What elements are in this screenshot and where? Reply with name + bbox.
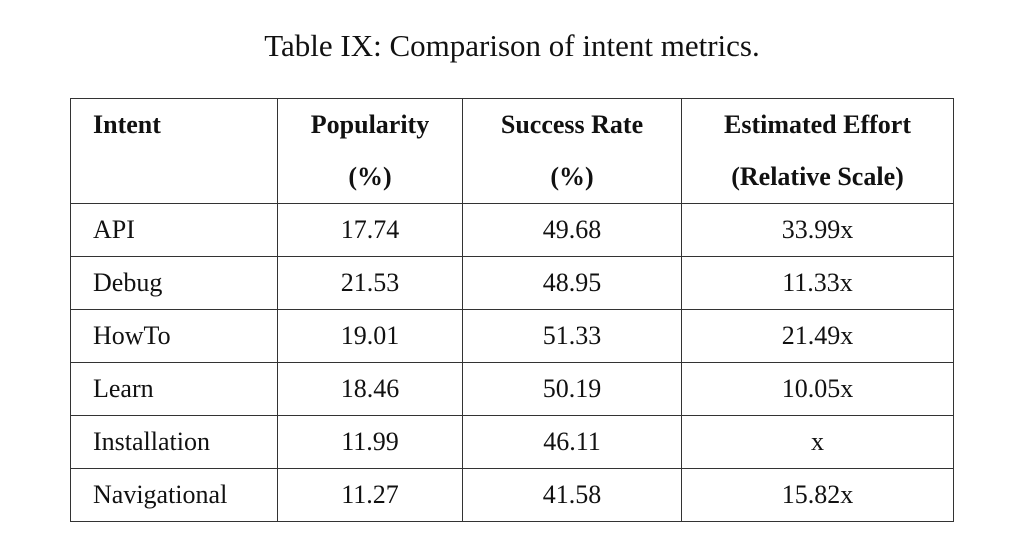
table-cell: 18.46 — [277, 362, 463, 416]
table-cell: 11.33x — [681, 256, 954, 310]
table-caption: Table IX: Comparison of intent metrics. — [264, 28, 760, 63]
table-row: Navigational 11.27 41.58 15.82x — [70, 468, 954, 522]
table-cell: Installation — [70, 415, 278, 469]
table-row: Debug 21.53 48.95 11.33x — [70, 256, 954, 310]
table-cell: 50.19 — [462, 362, 682, 416]
table-cell: x — [681, 415, 954, 469]
table-cell: 51.33 — [462, 309, 682, 363]
table-cell: 19.01 — [277, 309, 463, 363]
header-text: Success Rate — [500, 110, 644, 139]
table-body: API 17.74 49.68 33.99x Debug 21.53 48.95 11.33x… — [70, 203, 954, 522]
table-cell: 48.95 — [462, 256, 682, 310]
table-cell: Debug — [70, 256, 278, 310]
table: Intent Popularity (%) Success Rate (%) Estima… — [70, 98, 954, 522]
header-text: (%) — [550, 162, 594, 191]
table-cell: 11.27 — [277, 468, 463, 522]
table-row: API 17.74 49.68 33.99x — [70, 203, 954, 257]
table-cell: 17.74 — [277, 203, 463, 257]
table-cell: 15.82x — [681, 468, 954, 522]
table-cell: 21.49x — [681, 309, 954, 363]
table-cell: 41.58 — [462, 468, 682, 522]
table-cell: 11.99 — [277, 415, 463, 469]
header-cell: Estimated Effort (Relative Scale) — [681, 98, 954, 204]
header-cell: Success Rate (%) — [462, 98, 682, 204]
header-text: Popularity — [310, 110, 430, 139]
header-text: (Relative Scale) — [731, 162, 904, 191]
table-row: Learn 18.46 50.19 10.05x — [70, 362, 954, 416]
header-cell: Popularity (%) — [277, 98, 463, 204]
header-text: (%) — [348, 162, 392, 191]
header-cell: Intent — [70, 98, 278, 204]
table-cell: 10.05x — [681, 362, 954, 416]
table-cell: 49.68 — [462, 203, 682, 257]
header-text: Intent — [93, 110, 161, 139]
table-cell: 46.11 — [462, 415, 682, 469]
table-cell: Learn — [70, 362, 278, 416]
header-row: Intent Popularity (%) Success Rate (%) Estima… — [70, 98, 954, 204]
table-cell: Navigational — [70, 468, 278, 522]
table-cell: HowTo — [70, 309, 278, 363]
header-text: Estimated Effort — [723, 110, 911, 139]
table-row: Installation 11.99 46.11 x — [70, 415, 954, 469]
table-cell: 21.53 — [277, 256, 463, 310]
table-cell: 33.99x — [681, 203, 954, 257]
table-row: HowTo 19.01 51.33 21.49x — [70, 309, 954, 363]
table-cell: API — [70, 203, 278, 257]
